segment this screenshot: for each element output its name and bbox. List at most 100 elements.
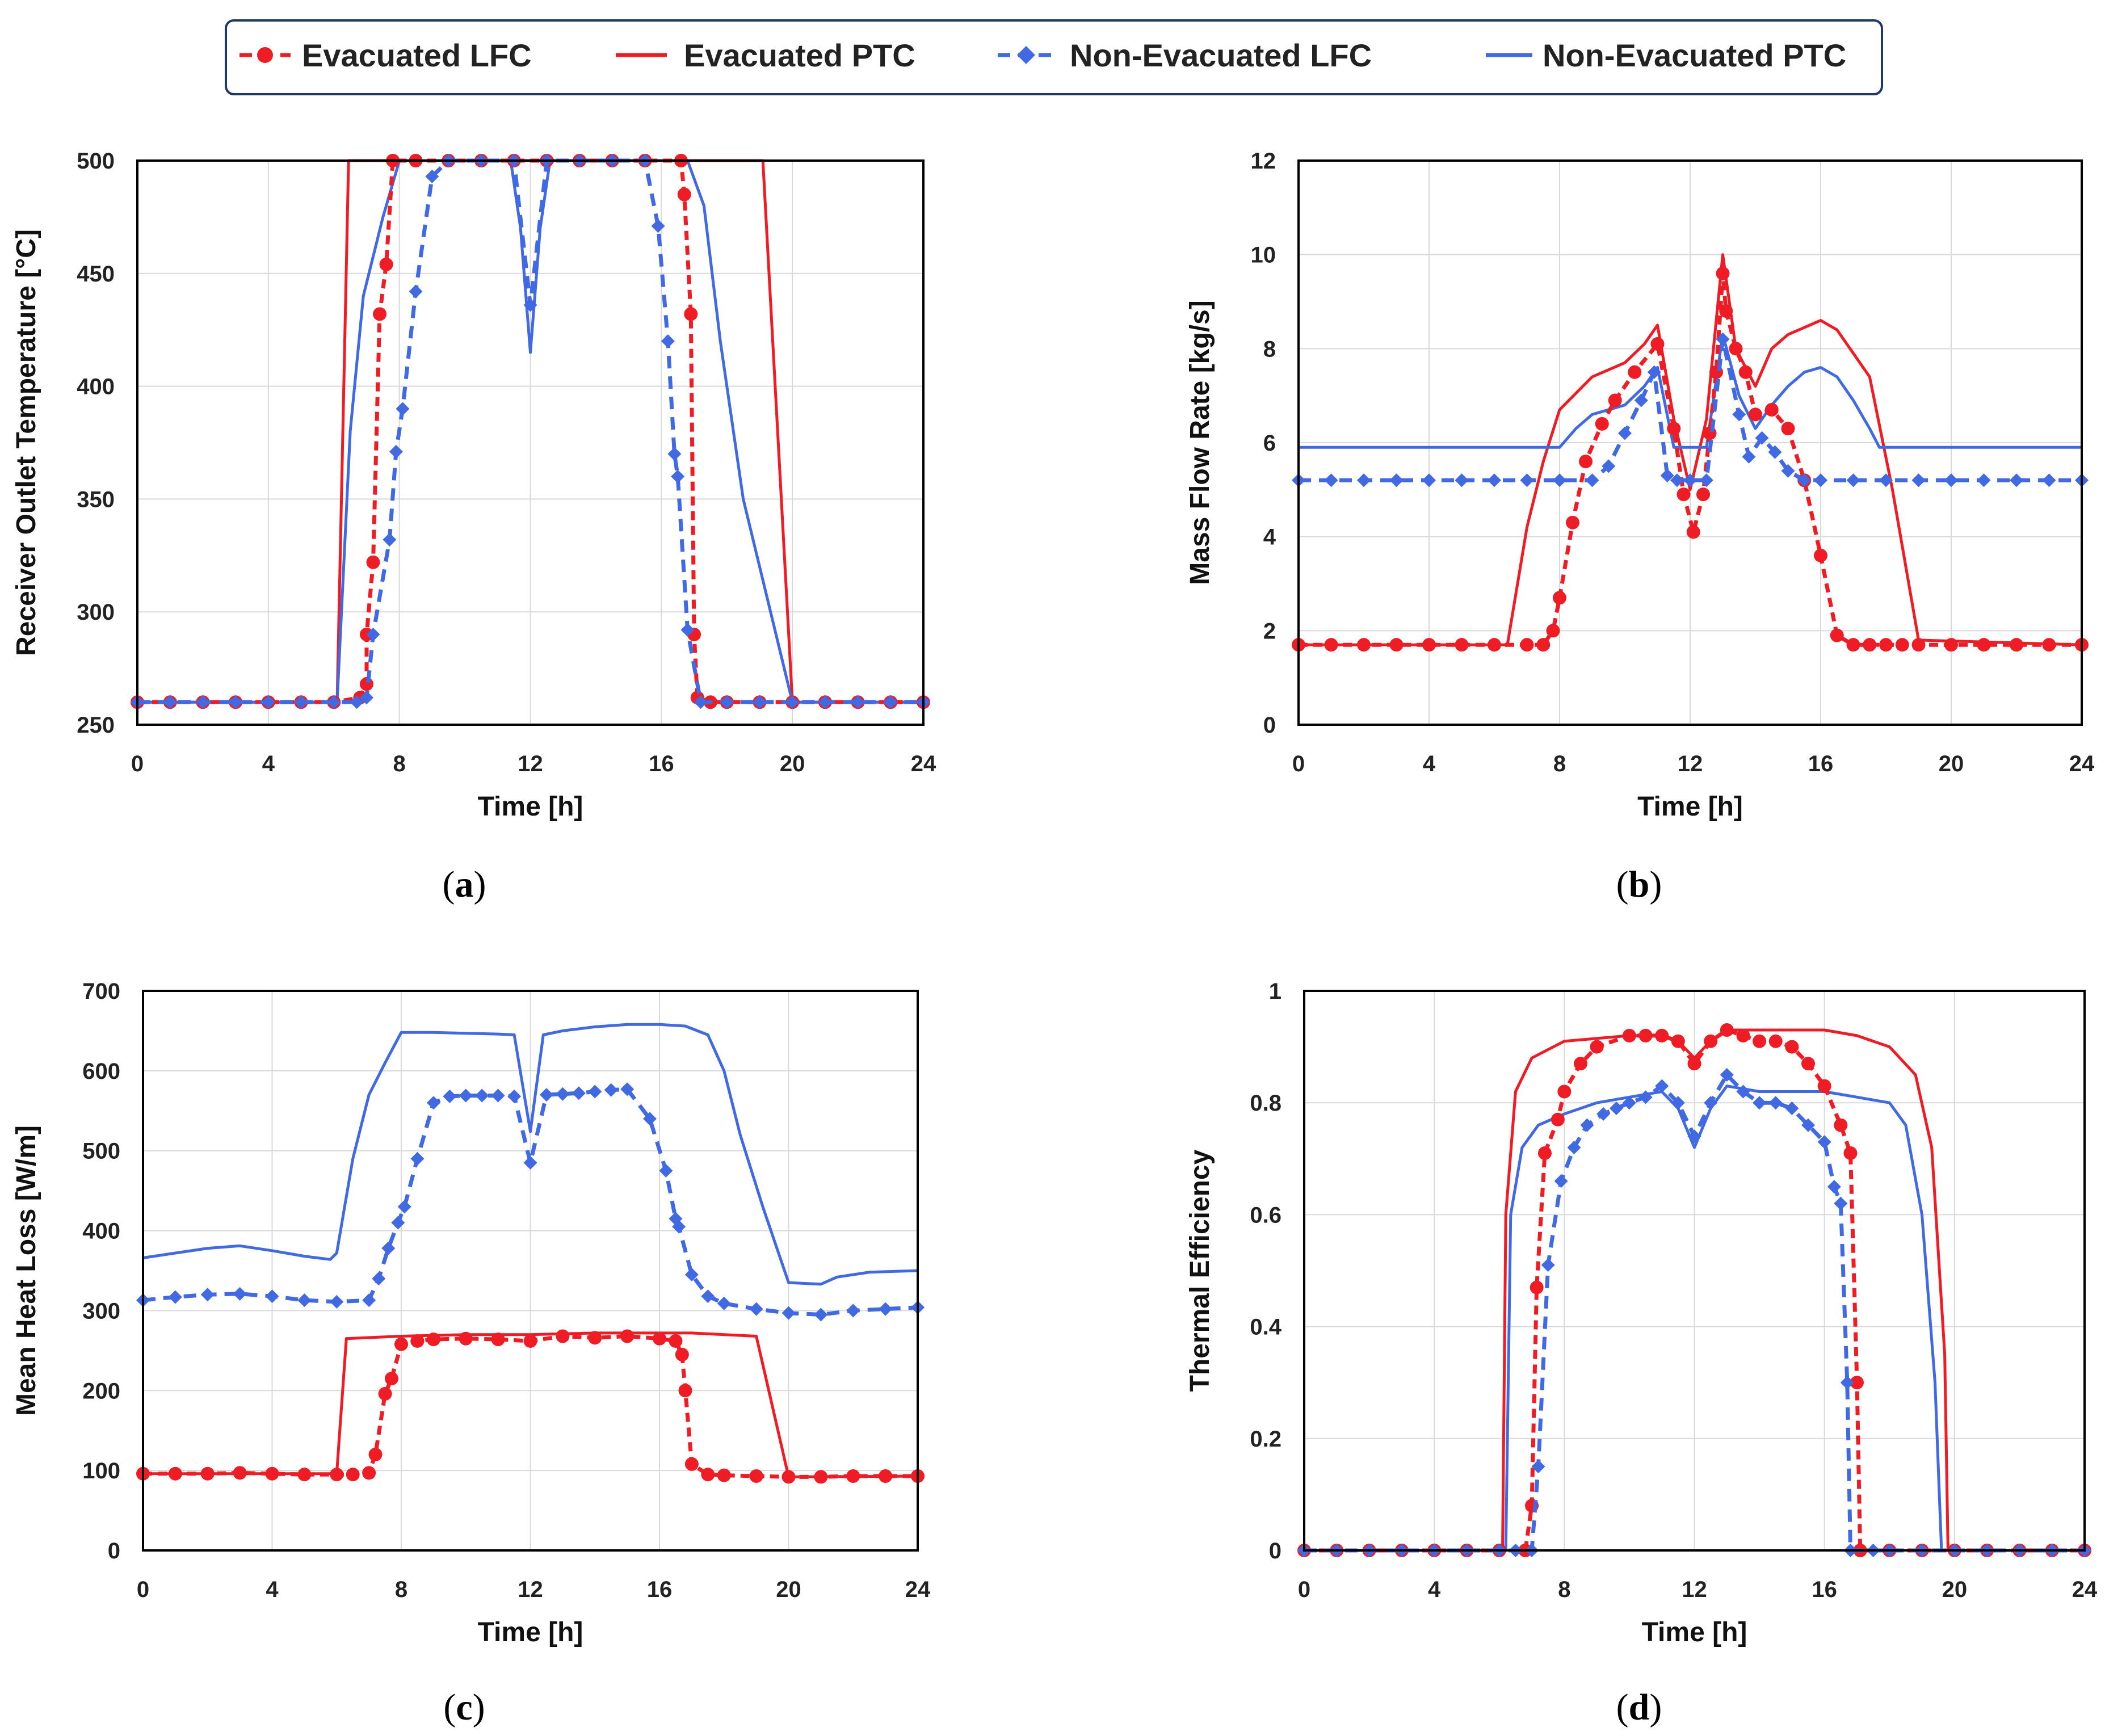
point-evacuated-lfc	[1895, 638, 1909, 652]
plot-frame	[142, 990, 919, 1552]
point-non-evacuated-lfc	[1660, 468, 1674, 482]
point-non-evacuated-lfc	[426, 1096, 440, 1110]
point-non-evacuated-lfc	[1610, 1102, 1623, 1116]
panel-label: (a)	[443, 864, 486, 905]
point-evacuated-lfc	[1590, 1040, 1604, 1054]
point-non-evacuated-lfc	[1840, 1376, 1854, 1390]
point-non-evacuated-lfc	[391, 1216, 405, 1230]
point-evacuated-lfc	[1530, 1280, 1544, 1294]
point-evacuated-lfc	[782, 1470, 796, 1484]
point-evacuated-lfc	[678, 1384, 692, 1398]
point-non-evacuated-lfc	[1670, 473, 1684, 487]
point-non-evacuated-lfc	[1455, 473, 1469, 487]
point-non-evacuated-lfc	[362, 1293, 376, 1308]
y-tick-label: 12	[1251, 149, 1276, 174]
point-non-evacuated-lfc	[1567, 1141, 1581, 1155]
point-non-evacuated-lfc	[425, 169, 439, 183]
point-evacuated-lfc	[2042, 638, 2056, 652]
point-non-evacuated-lfc	[782, 1306, 796, 1320]
point-non-evacuated-lfc	[1814, 473, 1827, 487]
x-tick-label: 16	[1812, 1577, 1837, 1602]
point-non-evacuated-lfc	[459, 1088, 473, 1103]
point-evacuated-lfc	[1536, 638, 1551, 652]
point-non-evacuated-lfc	[1671, 1096, 1685, 1110]
point-evacuated-lfc	[1785, 1040, 1799, 1054]
point-non-evacuated-lfc	[1846, 473, 1860, 487]
point-non-evacuated-lfc	[1531, 1460, 1545, 1474]
point-non-evacuated-lfc	[1554, 1174, 1568, 1188]
legend-marker-evacuated-lfc	[257, 47, 273, 63]
point-evacuated-lfc	[426, 1333, 440, 1347]
point-non-evacuated-lfc	[200, 1288, 215, 1302]
point-evacuated-lfc	[1879, 638, 1893, 652]
point-evacuated-lfc	[1863, 638, 1877, 652]
point-non-evacuated-lfc	[1797, 473, 1812, 487]
y-tick-label: 100	[82, 1458, 120, 1483]
point-non-evacuated-lfc	[1781, 464, 1795, 478]
y-axis-title: Mean Heat Loss [W/m]	[11, 1125, 41, 1416]
point-evacuated-lfc	[233, 1466, 247, 1480]
point-evacuated-lfc	[1753, 1034, 1767, 1048]
point-non-evacuated-lfc	[409, 284, 423, 299]
point-non-evacuated-lfc	[851, 695, 865, 709]
point-evacuated-lfc	[1686, 525, 1700, 539]
point-non-evacuated-lfc	[1753, 1096, 1767, 1110]
point-non-evacuated-lfc	[672, 1220, 686, 1234]
point-evacuated-lfc	[362, 1466, 376, 1480]
point-non-evacuated-lfc	[620, 1082, 635, 1096]
point-evacuated-lfc	[168, 1466, 182, 1481]
point-non-evacuated-lfc	[1602, 459, 1616, 473]
point-evacuated-lfc	[1736, 1028, 1750, 1043]
x-tick-label: 16	[647, 1577, 673, 1602]
x-tick-label: 0	[1292, 751, 1305, 776]
point-evacuated-lfc	[1850, 1376, 1864, 1390]
point-non-evacuated-lfc	[381, 1241, 396, 1255]
point-evacuated-lfc	[1595, 417, 1609, 431]
point-evacuated-lfc	[1638, 1028, 1653, 1043]
series-line-non-evacuated-ptc	[142, 1023, 918, 1286]
point-non-evacuated-lfc	[651, 219, 665, 233]
y-tick-label: 300	[82, 1298, 120, 1323]
point-non-evacuated-lfc	[1720, 1067, 1734, 1082]
point-non-evacuated-lfc	[1801, 1118, 1816, 1132]
point-non-evacuated-lfc	[372, 1272, 386, 1286]
y-tick-label: 400	[77, 375, 115, 400]
point-non-evacuated-lfc	[539, 1088, 553, 1102]
point-evacuated-lfc	[394, 1337, 408, 1351]
point-non-evacuated-lfc	[1422, 473, 1436, 487]
point-evacuated-lfc	[1488, 638, 1501, 652]
point-evacuated-lfc	[1608, 393, 1622, 407]
point-non-evacuated-lfc	[1736, 1085, 1750, 1099]
y-tick-label: 6	[1263, 431, 1276, 456]
y-axis-title: Mass Flow Rate [kg/s]	[1185, 300, 1215, 585]
y-tick-label: 8	[1263, 337, 1276, 362]
legend-marker-non-evacuated-lfc	[1017, 46, 1035, 64]
series-line-non-evacuated-ptc	[137, 159, 923, 704]
point-non-evacuated-lfc	[168, 1290, 182, 1304]
x-tick-label: 4	[1423, 751, 1436, 776]
point-evacuated-lfc	[1817, 1079, 1831, 1093]
point-evacuated-lfc	[1720, 1023, 1734, 1037]
point-non-evacuated-lfc	[1520, 473, 1534, 487]
point-evacuated-lfc	[684, 1457, 699, 1471]
x-tick-label: 24	[905, 1577, 931, 1602]
point-non-evacuated-lfc	[2010, 473, 2023, 487]
point-non-evacuated-lfc	[684, 1268, 699, 1282]
y-tick-label: 2	[1263, 619, 1276, 644]
point-non-evacuated-lfc	[661, 334, 675, 348]
point-non-evacuated-lfc	[1944, 473, 1958, 487]
legend-box	[225, 19, 1883, 95]
point-evacuated-lfc	[1704, 1034, 1718, 1048]
point-evacuated-lfc	[1781, 422, 1795, 436]
point-evacuated-lfc	[379, 257, 393, 271]
point-evacuated-lfc	[1696, 487, 1710, 502]
point-evacuated-lfc	[491, 1333, 505, 1347]
point-non-evacuated-lfc	[671, 469, 685, 484]
point-non-evacuated-lfc	[814, 1308, 828, 1322]
y-tick-label: 0	[1269, 1539, 1282, 1563]
point-evacuated-lfc	[1520, 638, 1534, 652]
x-tick-label: 12	[1682, 1577, 1707, 1602]
y-tick-label: 250	[77, 713, 115, 738]
